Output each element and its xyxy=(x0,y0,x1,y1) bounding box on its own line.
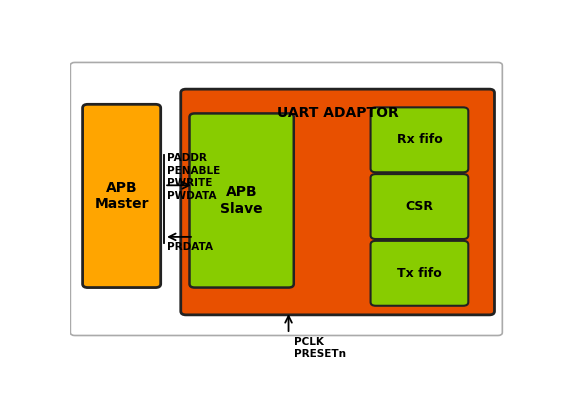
FancyBboxPatch shape xyxy=(370,107,468,172)
FancyBboxPatch shape xyxy=(181,89,494,315)
FancyBboxPatch shape xyxy=(83,104,160,288)
Text: CSR: CSR xyxy=(405,200,434,213)
FancyBboxPatch shape xyxy=(70,62,502,336)
Text: APB
Master: APB Master xyxy=(95,181,149,211)
Text: UART ADAPTOR: UART ADAPTOR xyxy=(277,106,399,121)
FancyBboxPatch shape xyxy=(190,113,294,288)
FancyBboxPatch shape xyxy=(370,174,468,239)
Text: APB
Slave: APB Slave xyxy=(220,186,263,216)
FancyBboxPatch shape xyxy=(370,241,468,306)
Text: Tx fifo: Tx fifo xyxy=(397,267,442,280)
Text: PADDR
PENABLE
PWRITE
PWDATA: PADDR PENABLE PWRITE PWDATA xyxy=(167,153,221,201)
Text: PCLK
PRESETn: PCLK PRESETn xyxy=(294,337,346,359)
Text: Rx fifo: Rx fifo xyxy=(396,133,443,146)
Text: PRDATA: PRDATA xyxy=(167,242,213,252)
